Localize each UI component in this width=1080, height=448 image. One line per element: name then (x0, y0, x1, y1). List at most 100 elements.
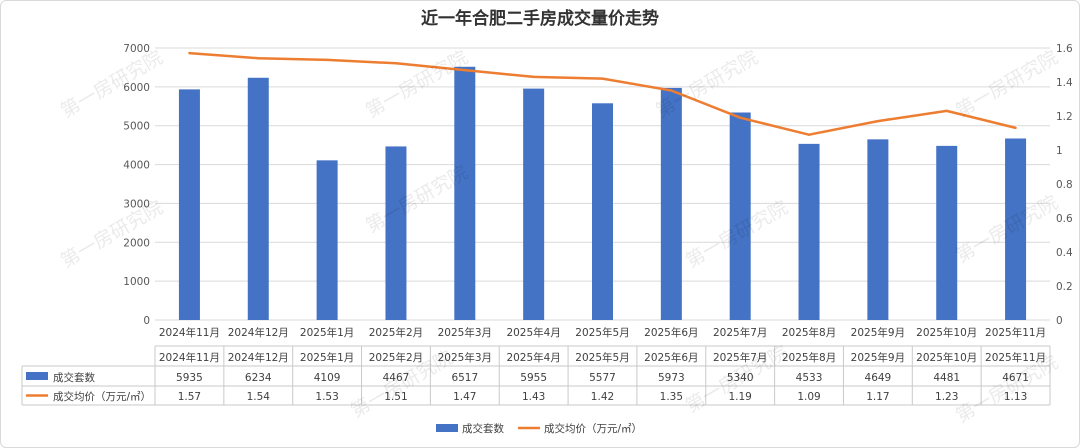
x-tick-label: 2025年5月 (575, 326, 629, 339)
table-header-cell: 2025年1月 (300, 351, 354, 364)
x-tick-label: 2025年11月 (985, 326, 1046, 339)
line-point (394, 62, 398, 65)
chart-title: 近一年合肥二手房成交量价走势 (421, 8, 659, 29)
bar (385, 146, 407, 320)
table-header-cell: 2025年3月 (438, 351, 492, 364)
y-left-tick-label: 6000 (123, 82, 150, 94)
line-point (188, 51, 191, 55)
table-cell-count: 4481 (933, 372, 960, 384)
line-point (738, 116, 742, 119)
table-cell-price: 1.43 (522, 391, 545, 403)
table-row-label: 成交均价（万元/㎡） (53, 390, 151, 403)
line-point (257, 57, 260, 60)
table-header-cell: 2025年10月 (916, 351, 977, 364)
table-cell-count: 5340 (727, 372, 754, 384)
line-point (876, 119, 880, 123)
table-cell-count: 5973 (658, 372, 685, 384)
line-point (532, 75, 535, 79)
table-cell-count: 6234 (245, 372, 272, 384)
bar (729, 112, 751, 320)
y-left-tick-label: 5000 (123, 121, 150, 133)
x-tick-label: 2024年11月 (159, 326, 220, 339)
bar (798, 143, 820, 320)
bar (660, 87, 682, 321)
x-tick-label: 2025年8月 (782, 326, 836, 339)
table-header-cell: 2025年9月 (851, 351, 905, 364)
table-cell-count: 4649 (865, 372, 892, 384)
table-header-cell: 2025年11月 (985, 351, 1046, 364)
y-left-tick-label: 7000 (123, 43, 150, 55)
table-cell-price: 1.57 (178, 391, 201, 403)
table-header-cell: 2025年6月 (644, 351, 698, 364)
bar (936, 145, 958, 320)
line-point (1014, 126, 1017, 130)
y-right-tick-label: 1.4 (1056, 77, 1073, 89)
table-cell-price: 1.35 (660, 391, 683, 403)
y-right-tick-label: 1.6 (1056, 43, 1073, 55)
y-left-tick-label: 4000 (123, 160, 150, 172)
y-right-tick-label: 0 (1056, 315, 1063, 327)
line-point (463, 68, 467, 72)
table-cell-count: 4467 (383, 372, 410, 384)
x-tick-label: 2025年3月 (438, 326, 492, 339)
bar (1005, 138, 1027, 320)
table-header-cell: 2024年11月 (159, 351, 220, 364)
line-point (601, 77, 604, 80)
table-cell-price: 1.13 (1004, 391, 1027, 403)
table-cell-count: 4109 (314, 372, 341, 384)
y-right-tick-label: 0.2 (1056, 281, 1073, 293)
line-point (670, 89, 673, 92)
x-tick-label: 2025年7月 (713, 326, 767, 339)
bar (247, 77, 269, 320)
table-cell-count: 4533 (796, 372, 823, 384)
bar (867, 139, 889, 320)
table-cell-count: 4671 (1002, 372, 1029, 384)
bar (523, 88, 545, 320)
y-right-tick-label: 0.8 (1056, 179, 1073, 191)
table-row-label: 成交套数 (53, 371, 95, 384)
table-cell-price: 1.09 (797, 391, 820, 403)
table-header-cell: 2025年7月 (713, 351, 767, 364)
x-tick-label: 2025年1月 (300, 326, 354, 339)
table-header-cell: 2025年4月 (506, 351, 560, 364)
table-cell-count: 5935 (176, 372, 203, 384)
y-right-tick-label: 1 (1056, 145, 1063, 157)
table-cell-count: 5577 (589, 372, 616, 384)
legend-key-bar (26, 372, 48, 380)
table-cell-price: 1.42 (591, 391, 614, 403)
y-right-tick-label: 0.6 (1056, 213, 1073, 225)
x-tick-label: 2025年9月 (851, 326, 905, 339)
legend-label: 成交均价（万元/㎡） (544, 422, 642, 435)
line-point (325, 58, 329, 62)
y-left-tick-label: 1000 (123, 276, 150, 288)
x-tick-label: 2025年6月 (644, 326, 698, 339)
y-left-tick-label: 2000 (123, 237, 150, 249)
bar (178, 89, 200, 320)
legend-label: 成交套数 (462, 422, 504, 435)
y-left-tick-label: 0 (143, 315, 150, 327)
table-cell-price: 1.47 (453, 391, 476, 403)
line-point (807, 133, 811, 136)
table-cell-price: 1.23 (935, 391, 958, 403)
x-tick-label: 2024年12月 (228, 326, 289, 339)
table-header-cell: 2024年12月 (228, 351, 289, 364)
table-cell-price: 1.54 (247, 391, 271, 403)
y-left-tick-label: 3000 (123, 198, 150, 210)
bar (454, 66, 476, 320)
x-tick-label: 2025年4月 (506, 326, 560, 339)
y-right-tick-label: 0.4 (1056, 247, 1073, 259)
x-tick-label: 2025年2月 (369, 326, 423, 339)
table-cell-price: 1.51 (384, 391, 407, 403)
legend-key-bar (436, 424, 458, 432)
table-cell-count: 5955 (520, 372, 547, 384)
y-right-tick-label: 1.2 (1056, 111, 1073, 123)
table-header-cell: 2025年2月 (369, 351, 423, 364)
bar (316, 160, 338, 320)
table-cell-price: 1.19 (728, 391, 751, 403)
table-header-cell: 2025年8月 (782, 351, 836, 364)
bar (592, 103, 613, 320)
table-cell-count: 6517 (451, 372, 478, 384)
table-cell-price: 1.17 (866, 391, 889, 403)
table-header-cell: 2025年5月 (575, 351, 629, 364)
x-tick-label: 2025年10月 (916, 326, 977, 339)
